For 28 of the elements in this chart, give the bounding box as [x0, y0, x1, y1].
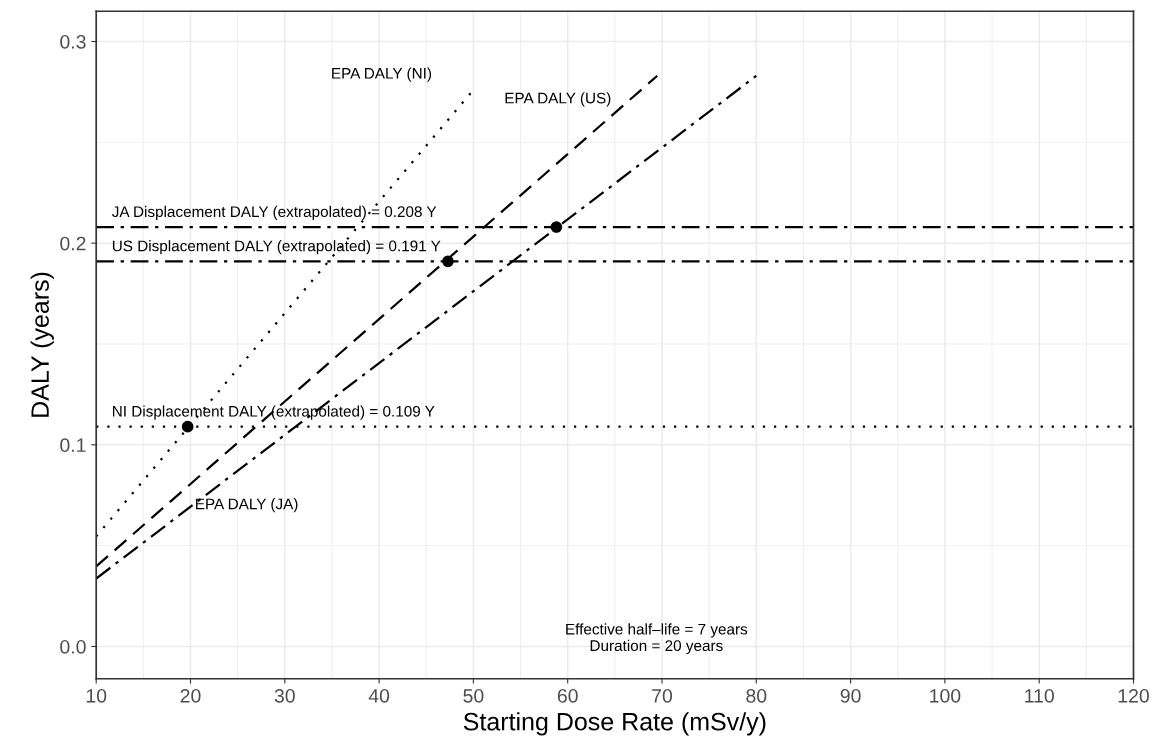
text: EPA DALY (NI)	[332, 67, 432, 82]
y-axis-title: DALY (years)	[30, 272, 54, 417]
x-tick-label: 60	[557, 688, 578, 703]
ref-line-label: US Displacement DALY (extrapolated) = 0.191 Y	[112, 240, 441, 255]
x-tick-label: 90	[840, 688, 861, 703]
x-axis-title: Starting Dose Rate (mSv/y)	[463, 712, 766, 736]
point	[550, 221, 563, 233]
x-tick-label: 120	[1118, 688, 1149, 703]
x-tick-label: 50	[463, 688, 484, 703]
ref-line-label: JA Displacement DALY (extrapolated) = 0.208 Y	[112, 205, 437, 221]
x-tick-label: 70	[652, 688, 673, 703]
x-tick-label: 80	[746, 688, 767, 703]
x-tick-label: 40	[368, 688, 390, 703]
ref-line-label: NI Displacement DALY (extrapolated) = 0.109 Y	[113, 405, 435, 420]
annotation: Effective half‒life = 7 years Duration = 20 years	[566, 623, 748, 655]
y-tick-label: 0.2	[60, 236, 86, 251]
point	[181, 420, 194, 433]
x-tick-label: 30	[274, 688, 295, 703]
y-tick-label: 0.1	[60, 438, 86, 453]
x-tick-label: 20	[180, 688, 201, 703]
y-tick-label: 0.0	[60, 639, 86, 654]
point	[442, 255, 454, 268]
series-label: EPA DALY (US)	[505, 92, 611, 107]
series-label: EPA DALY (JA)	[196, 498, 298, 513]
x-tick-label: 10	[86, 688, 107, 703]
x-tick-label: 110	[1025, 688, 1054, 703]
y-tick-label: 0.3	[60, 34, 86, 49]
x-tick-label: 100	[930, 688, 961, 703]
